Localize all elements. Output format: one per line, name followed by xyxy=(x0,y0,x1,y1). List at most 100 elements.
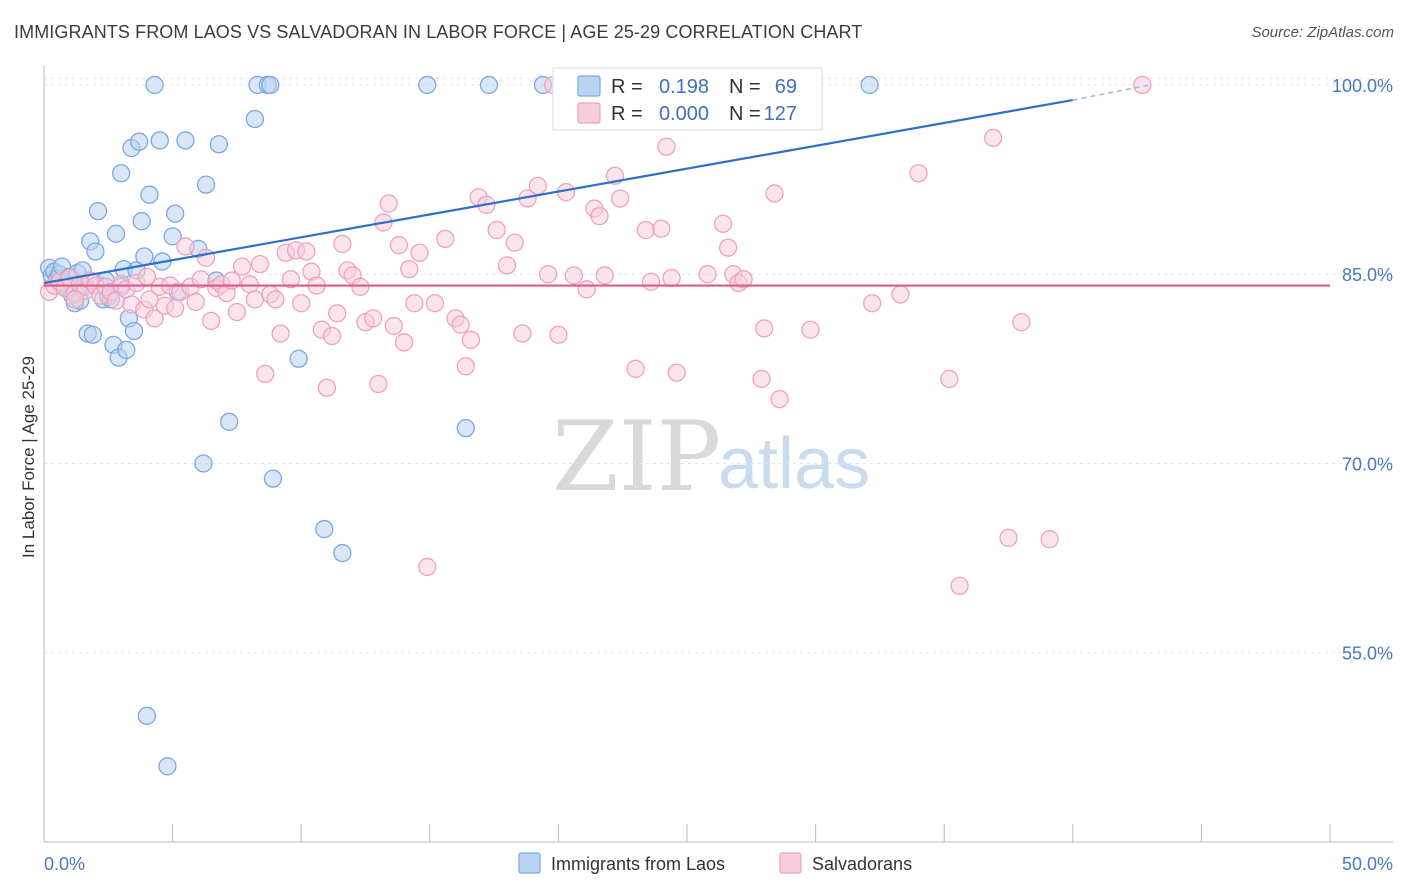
trend-line-immigrants-from-laos-extension xyxy=(1072,84,1151,101)
data-point xyxy=(158,757,177,776)
data-point xyxy=(528,176,547,196)
data-point xyxy=(461,330,481,349)
watermark-zip: ZIP xyxy=(552,401,721,513)
data-point xyxy=(209,135,229,154)
y-tick-labels: 100.0% 85.0% 70.0% 55.0% xyxy=(1332,76,1393,664)
grid-lines xyxy=(44,78,1393,654)
legend-top: R = 0.198 N = 69 R = 0.000 N = 127 xyxy=(552,67,823,131)
data-point xyxy=(227,302,247,322)
data-point xyxy=(315,519,334,539)
data-point xyxy=(289,349,308,368)
y-tick-label: 55.0% xyxy=(1342,644,1393,664)
data-point xyxy=(281,270,301,289)
data-point xyxy=(652,219,671,238)
data-point xyxy=(145,309,164,328)
watermark: ZIP atlas xyxy=(552,401,870,513)
data-point xyxy=(394,333,414,352)
data-point xyxy=(891,285,910,304)
y-tick-label: 100.0% xyxy=(1332,76,1393,96)
x-tick-label-min: 0.0% xyxy=(44,854,85,874)
data-point xyxy=(505,233,524,252)
data-point xyxy=(140,290,159,309)
trend-line-immigrants-from-laos xyxy=(43,98,1073,285)
data-point xyxy=(163,227,182,246)
data-point xyxy=(418,75,437,95)
data-point xyxy=(369,374,388,394)
legend-top-r-label-1: R = xyxy=(611,76,643,98)
data-point xyxy=(719,238,738,257)
data-point xyxy=(137,267,157,286)
data-point xyxy=(590,207,609,226)
data-point xyxy=(801,320,820,339)
data-point xyxy=(266,290,285,309)
data-point xyxy=(497,256,517,275)
legend-top-r-value-1: 0.198 xyxy=(659,76,709,98)
data-point xyxy=(328,304,347,323)
data-point xyxy=(713,214,733,233)
data-point xyxy=(657,137,676,156)
data-point xyxy=(999,528,1018,548)
data-point xyxy=(261,75,280,95)
watermark-atlas: atlas xyxy=(718,424,870,504)
data-point xyxy=(667,363,686,382)
legend-top-n-value-2: 127 xyxy=(764,103,797,125)
data-point xyxy=(245,109,265,129)
data-point xyxy=(83,325,103,344)
data-point xyxy=(112,164,131,183)
data-point xyxy=(513,324,532,343)
data-point xyxy=(263,469,283,488)
data-point xyxy=(765,184,784,203)
data-point xyxy=(186,292,205,312)
data-point xyxy=(940,369,959,389)
data-point xyxy=(65,290,85,309)
x-tick-label-max: 50.0% xyxy=(1342,854,1393,874)
data-point xyxy=(418,557,437,577)
data-point xyxy=(405,294,424,313)
data-point xyxy=(117,340,136,360)
data-point xyxy=(909,164,928,183)
data-point xyxy=(333,543,352,563)
data-point xyxy=(250,254,270,274)
data-point xyxy=(240,275,259,294)
chart-title: IMMIGRANTS FROM LAOS VS SALVADORAN IN LA… xyxy=(14,22,863,42)
data-point xyxy=(292,294,311,313)
y-tick-label: 85.0% xyxy=(1342,265,1393,285)
data-point xyxy=(479,75,499,95)
data-point xyxy=(194,454,213,473)
data-point xyxy=(456,357,475,376)
data-point xyxy=(698,265,717,284)
data-point xyxy=(538,265,558,284)
data-point xyxy=(364,309,383,328)
data-point xyxy=(88,201,108,221)
legend-top-swatch-blue xyxy=(577,75,601,97)
data-point xyxy=(662,268,681,288)
data-point xyxy=(150,131,169,150)
data-point xyxy=(245,290,265,309)
data-point xyxy=(140,185,159,204)
data-point xyxy=(145,75,164,95)
data-point xyxy=(106,224,126,243)
legend-label-salvadorans: Salvadorans xyxy=(812,854,912,874)
legend-swatch-salvadorans xyxy=(779,852,802,874)
data-point xyxy=(577,280,596,299)
data-point xyxy=(641,272,661,291)
data-point xyxy=(322,326,342,346)
data-point xyxy=(1133,75,1152,95)
legend-top-n-value-1: 69 xyxy=(775,76,797,98)
y-axis-label: In Labor Force | Age 25-29 xyxy=(19,356,38,558)
legend-top-r-value-2: 0.000 xyxy=(659,103,709,125)
data-point xyxy=(456,418,475,438)
data-point xyxy=(196,248,216,267)
data-point xyxy=(135,247,154,266)
chart-source: Source: ZipAtlas.com xyxy=(1251,24,1394,41)
y-tick-label: 70.0% xyxy=(1342,454,1393,474)
series-salvadorans xyxy=(39,75,1152,596)
data-point xyxy=(196,175,216,194)
data-point xyxy=(271,324,290,343)
data-point xyxy=(564,266,583,285)
data-point xyxy=(610,189,630,208)
data-point xyxy=(256,364,275,384)
data-point xyxy=(1040,530,1059,549)
data-point xyxy=(410,243,429,262)
data-point xyxy=(297,242,316,261)
